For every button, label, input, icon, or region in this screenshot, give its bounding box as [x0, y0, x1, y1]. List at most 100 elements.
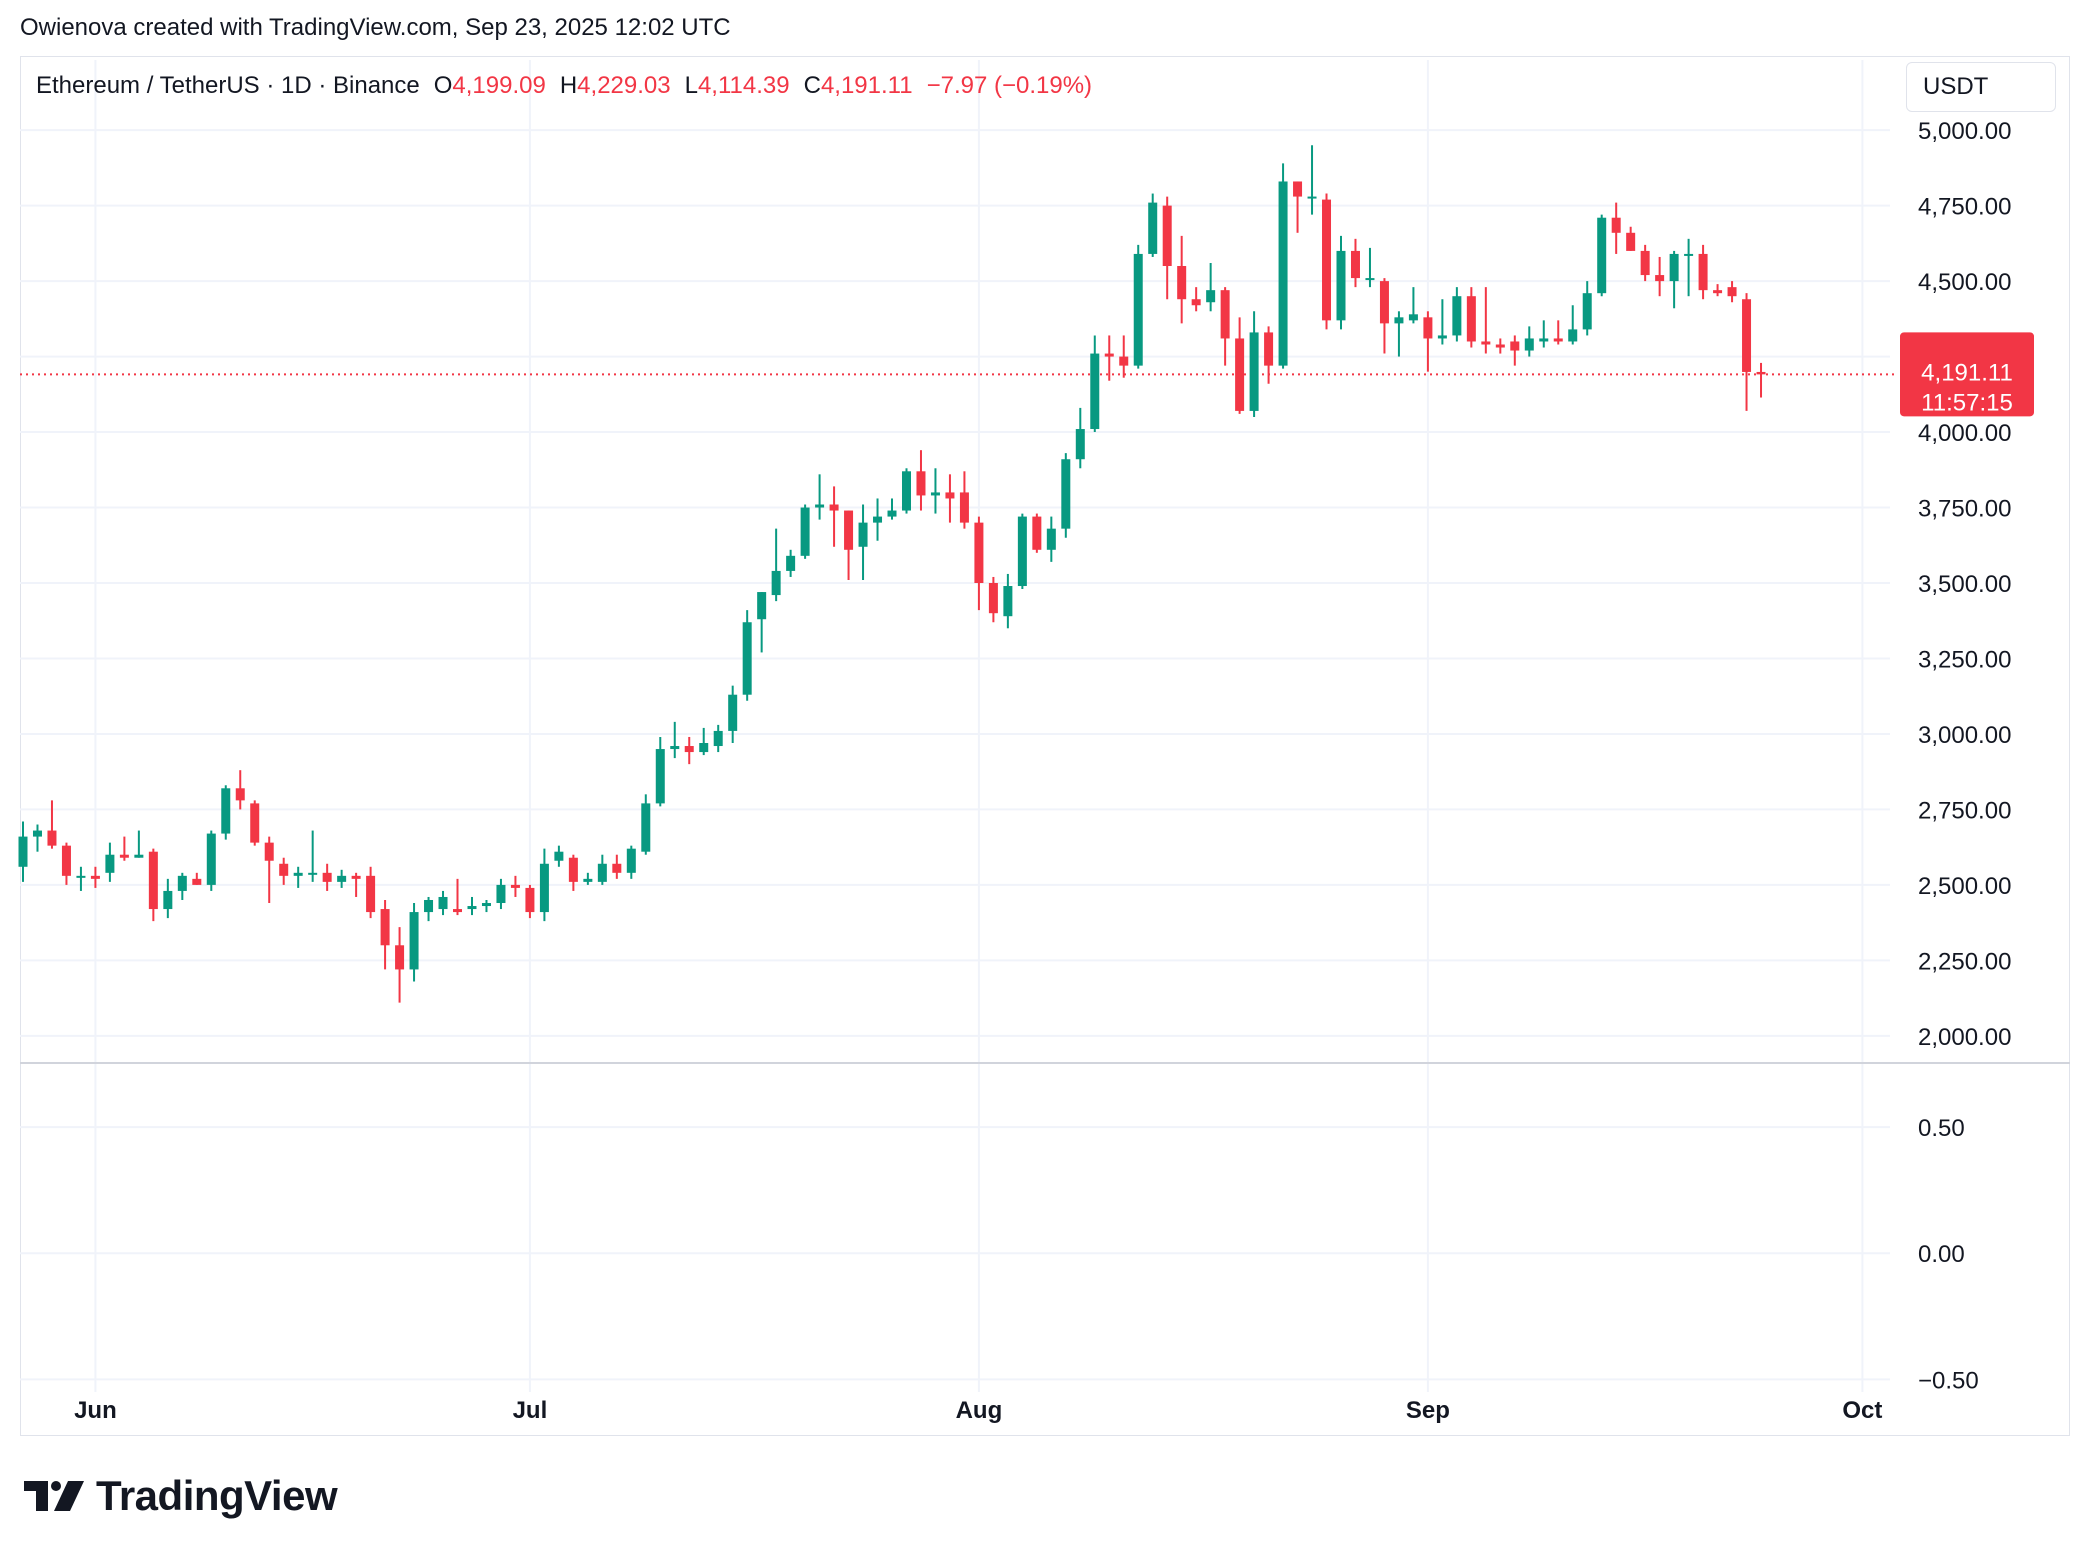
- candle-body-up[interactable]: [1524, 338, 1534, 351]
- candle-body-up[interactable]: [1206, 290, 1216, 303]
- candle-body-down[interactable]: [61, 845, 71, 876]
- candle-body-down[interactable]: [1698, 253, 1708, 291]
- candle-body-down[interactable]: [250, 803, 260, 843]
- candle-body-down[interactable]: [1235, 338, 1245, 411]
- candle-body-up[interactable]: [1582, 293, 1592, 330]
- candle-body-down[interactable]: [1293, 181, 1303, 197]
- candle-body-up[interactable]: [1336, 250, 1346, 321]
- candle-body-up[interactable]: [308, 872, 318, 875]
- candle-body-up[interactable]: [1148, 202, 1158, 254]
- candle-body-up[interactable]: [293, 872, 303, 876]
- candle-body-up[interactable]: [206, 833, 216, 885]
- candle-body-up[interactable]: [105, 854, 115, 873]
- candle-body-down[interactable]: [380, 909, 390, 946]
- candle-body-down[interactable]: [90, 875, 100, 879]
- candle-body-up[interactable]: [901, 471, 911, 511]
- candle-body-down[interactable]: [684, 746, 694, 753]
- candle-body-up[interactable]: [930, 492, 940, 496]
- candle-body-down[interactable]: [1379, 281, 1389, 324]
- candle-body-up[interactable]: [1278, 181, 1288, 366]
- candle-body-down[interactable]: [1220, 290, 1230, 339]
- candle-body-up[interactable]: [18, 836, 28, 867]
- candle-body-down[interactable]: [844, 510, 854, 550]
- candle-body-down[interactable]: [119, 854, 129, 858]
- candle-body-up[interactable]: [873, 516, 883, 523]
- candle-body-down[interactable]: [1713, 290, 1723, 294]
- candle-body-up[interactable]: [409, 912, 419, 970]
- candle-body-down[interactable]: [351, 875, 361, 879]
- candle-body-up[interactable]: [670, 746, 680, 750]
- candle-body-down[interactable]: [829, 504, 839, 511]
- candle-body-up[interactable]: [32, 830, 42, 837]
- candle-body-up[interactable]: [699, 743, 709, 753]
- candle-body-down[interactable]: [1742, 299, 1752, 372]
- candle-body-up[interactable]: [626, 848, 636, 873]
- candle-body-down[interactable]: [1481, 341, 1491, 345]
- candle-body-up[interactable]: [757, 592, 767, 620]
- candle-body-down[interactable]: [1553, 338, 1563, 342]
- candle-body-up[interactable]: [76, 875, 86, 878]
- candle-body-down[interactable]: [510, 884, 520, 888]
- candle-body-down[interactable]: [1119, 356, 1129, 366]
- candle-body-down[interactable]: [366, 875, 376, 913]
- candle-body-down[interactable]: [279, 863, 289, 876]
- candle-body-down[interactable]: [1350, 250, 1360, 279]
- candle-body-down[interactable]: [988, 583, 998, 614]
- candle-body-up[interactable]: [1133, 253, 1143, 366]
- candle-body-up[interactable]: [1669, 253, 1679, 282]
- candle-body-down[interactable]: [1191, 299, 1201, 306]
- candle-body-down[interactable]: [1756, 371, 1766, 375]
- candle-body-down[interactable]: [525, 887, 535, 913]
- candle-body-up[interactable]: [1408, 314, 1418, 321]
- candle-body-down[interactable]: [1466, 296, 1476, 342]
- candle-body-up[interactable]: [1539, 338, 1549, 342]
- candle-body-up[interactable]: [1075, 429, 1085, 460]
- candle-body-up[interactable]: [424, 899, 434, 913]
- candle-body-up[interactable]: [858, 522, 868, 547]
- candle-body-down[interactable]: [1655, 275, 1665, 282]
- candle-body-down[interactable]: [959, 492, 969, 523]
- candle-body-up[interactable]: [742, 622, 752, 695]
- candle-body-up[interactable]: [1017, 516, 1027, 587]
- candle-body-down[interactable]: [192, 878, 202, 885]
- candle-body-up[interactable]: [815, 504, 825, 508]
- candle-body-up[interactable]: [177, 875, 187, 891]
- candle-body-up[interactable]: [713, 730, 723, 747]
- candle-body-up[interactable]: [1452, 296, 1462, 336]
- candle-body-up[interactable]: [583, 878, 593, 882]
- candle-body-down[interactable]: [974, 522, 984, 583]
- candle-body-down[interactable]: [916, 471, 926, 496]
- candle-body-up[interactable]: [1307, 196, 1317, 199]
- candle-body-down[interactable]: [1495, 344, 1505, 348]
- candle-body-down[interactable]: [453, 909, 463, 913]
- tradingview-logo[interactable]: TradingView: [24, 1472, 338, 1520]
- candle-body-up[interactable]: [554, 851, 564, 861]
- candle-body-down[interactable]: [1727, 287, 1737, 297]
- candle-body-down[interactable]: [568, 857, 578, 882]
- candle-body-down[interactable]: [1423, 317, 1433, 339]
- candle-body-up[interactable]: [467, 906, 477, 910]
- candle-body-down[interactable]: [1322, 199, 1332, 321]
- candle-body-up[interactable]: [655, 749, 665, 804]
- candle-body-down[interactable]: [1162, 205, 1172, 267]
- candle-body-up[interactable]: [163, 890, 173, 910]
- candle-body-up[interactable]: [728, 694, 738, 731]
- candle-body-up[interactable]: [771, 570, 781, 596]
- candle-body-up[interactable]: [438, 896, 448, 910]
- candle-body-up[interactable]: [481, 903, 491, 907]
- candle-body-down[interactable]: [1104, 353, 1114, 357]
- candle-body-up[interactable]: [597, 863, 607, 882]
- candle-body-up[interactable]: [1249, 332, 1259, 411]
- currency-button[interactable]: USDT: [1906, 62, 2056, 112]
- candle-body-down[interactable]: [1510, 341, 1520, 351]
- candle-body-down[interactable]: [612, 863, 622, 873]
- candle-body-down[interactable]: [235, 788, 245, 801]
- symbol-title[interactable]: Ethereum / TetherUS · 1D · Binance: [36, 72, 420, 99]
- candle-body-down[interactable]: [264, 842, 274, 861]
- candle-body-down[interactable]: [395, 945, 405, 970]
- candle-body-up[interactable]: [1003, 586, 1013, 617]
- candle-body-down[interactable]: [1177, 266, 1187, 300]
- candle-body-up[interactable]: [1090, 353, 1100, 430]
- candle-body-up[interactable]: [1061, 459, 1071, 529]
